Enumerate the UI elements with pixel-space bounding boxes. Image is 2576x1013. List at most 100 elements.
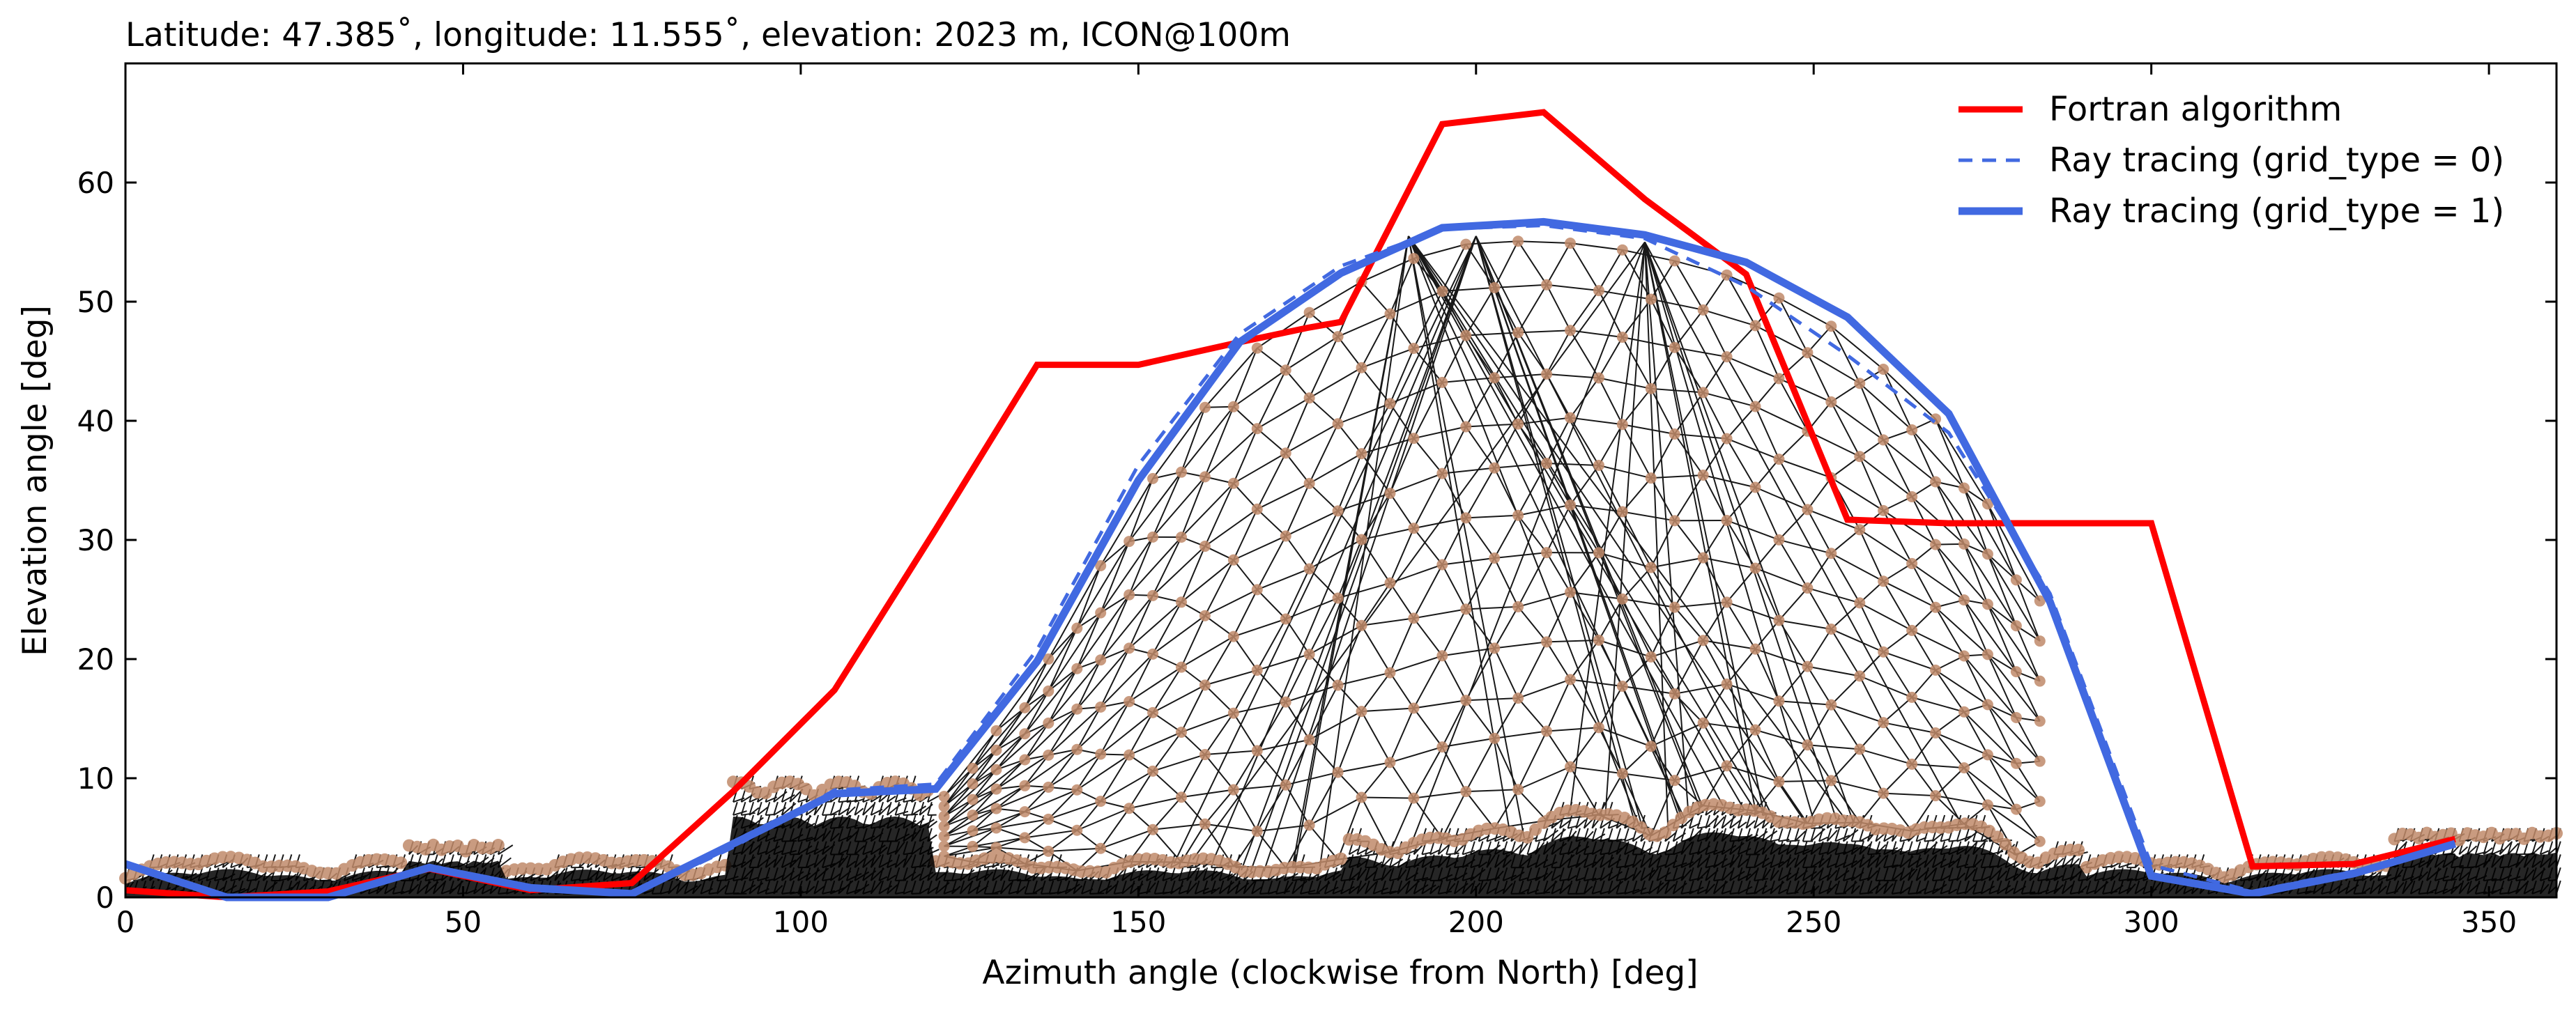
mesh-edge: [1770, 828, 1775, 842]
y-axis-label: Elevation angle [deg]: [16, 305, 54, 656]
mesh-edge: [1442, 647, 1495, 657]
mesh-edge: [1963, 487, 2017, 580]
mesh-edge: [1128, 712, 1153, 756]
mesh-edge: [1754, 458, 1780, 488]
mesh-edge: [1726, 567, 1756, 603]
mesh-edge: [1465, 699, 1496, 739]
mesh-edge: [1674, 765, 1727, 782]
mesh-vertex: [1124, 856, 1135, 867]
mesh-vertex: [1384, 577, 1396, 589]
mesh-edge: [1830, 628, 1884, 653]
mesh-edge: [1622, 686, 1675, 695]
mesh-edge: [1285, 784, 1310, 826]
mesh-edge: [757, 806, 769, 816]
mesh-edge: [1408, 235, 1848, 821]
mesh-edge: [765, 801, 771, 816]
mesh-vertex: [1773, 695, 1785, 707]
mesh-edge: [1389, 798, 1415, 853]
mesh-vertex: [1854, 378, 1866, 389]
mesh-edge: [1987, 603, 2017, 627]
mesh-vertex: [1981, 799, 1993, 811]
mesh-edge: [878, 803, 891, 816]
mesh-edge: [1696, 814, 1703, 829]
mesh-edge: [1308, 597, 1339, 655]
mesh-vertex: [938, 840, 950, 852]
mesh-edge: [1494, 738, 1519, 790]
mesh-edge: [1546, 373, 1600, 379]
mesh-edge: [1755, 486, 1808, 511]
mesh-edge: [1680, 828, 1687, 842]
mesh-vertex: [1436, 832, 1448, 844]
mesh-edge: [756, 801, 762, 816]
mesh-edge: [822, 813, 837, 817]
mesh-vertex: [1408, 612, 1420, 624]
mesh-vertex: [1981, 598, 1993, 610]
mesh-edge: [1100, 828, 1153, 849]
mesh-vertex: [1095, 748, 1107, 760]
mesh-edge: [1859, 828, 1864, 842]
mesh-vertex: [1175, 661, 1187, 673]
mesh-edge: [944, 846, 997, 857]
x-tick-label: 100: [773, 905, 829, 939]
mesh-edge: [1407, 235, 1685, 817]
mesh-edge: [1883, 439, 1936, 483]
mesh-edge: [1100, 647, 1130, 708]
mesh-vertex: [1541, 458, 1553, 470]
mesh-edge: [1702, 274, 1728, 311]
mesh-edge: [1337, 797, 1363, 860]
mesh-vertex: [1593, 809, 1604, 821]
mesh-edge: [1726, 356, 1779, 380]
mesh-edge: [1830, 325, 1884, 370]
mesh-edge: [1598, 290, 1623, 338]
mesh-vertex: [2010, 849, 2022, 861]
mesh-edge: [1232, 789, 1258, 832]
mesh-vertex: [1906, 424, 1918, 436]
mesh-edge: [1413, 608, 1466, 619]
mesh-edge: [1547, 639, 1599, 643]
mesh-edge: [1100, 701, 1130, 755]
mesh-edge: [1413, 746, 1443, 799]
mesh-edge: [1181, 754, 1206, 798]
mesh-edge: [1859, 792, 1884, 823]
mesh-edge: [829, 801, 836, 816]
mesh-edge: [1128, 732, 1182, 756]
mesh-vertex: [1593, 722, 1604, 734]
mesh-vertex: [1512, 693, 1524, 704]
mesh-edge: [1859, 529, 1912, 564]
mesh-edge: [1048, 565, 1102, 660]
mesh-edge: [2015, 580, 2041, 642]
mesh-edge: [1285, 597, 1338, 620]
mesh-vertex: [1043, 813, 1055, 825]
mesh-edge: [781, 801, 787, 816]
mesh-edge: [2475, 851, 2487, 856]
mesh-edge: [1672, 828, 1678, 842]
mesh-edge: [1650, 388, 1676, 435]
mesh-edge: [1128, 796, 1182, 810]
mesh-edge: [376, 865, 390, 869]
mesh-vertex: [1124, 803, 1135, 814]
mesh-edge: [1883, 651, 1912, 698]
mesh-vertex: [1489, 732, 1501, 744]
mesh-edge: [740, 789, 746, 803]
mesh-vertex: [1825, 775, 1837, 787]
mesh-vertex: [990, 783, 1002, 795]
mesh-edge: [1850, 828, 1857, 842]
mesh-vertex: [1332, 679, 1344, 691]
mesh-vertex: [1749, 481, 1761, 493]
mesh-edge: [1737, 814, 1743, 829]
mesh-edge: [1726, 648, 1756, 685]
mesh-edge: [1233, 713, 1258, 752]
mesh-vertex: [1697, 470, 1709, 481]
mesh-edge: [1703, 392, 1756, 408]
mesh-vertex: [1436, 650, 1448, 662]
mesh-vertex: [1071, 622, 1083, 634]
mesh-edge: [1494, 552, 1547, 559]
mesh-edge: [1911, 732, 1936, 765]
mesh-edge: [1048, 706, 1101, 756]
mesh-vertex: [1436, 559, 1448, 571]
mesh-edge: [1754, 325, 1780, 379]
mesh-vertex: [938, 810, 950, 822]
mesh-edge: [1233, 784, 1286, 791]
mesh-edge: [1935, 481, 1988, 555]
mesh-vertex: [1408, 433, 1420, 444]
